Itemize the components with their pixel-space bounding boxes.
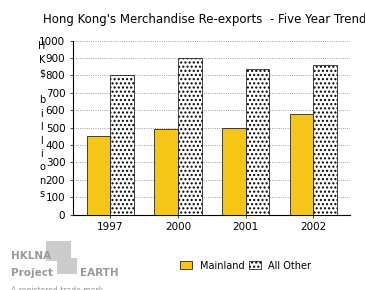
Bar [289, 114, 313, 215]
Bar [87, 136, 110, 215]
Text: i: i [41, 149, 43, 159]
Text: EARTH: EARTH [80, 268, 119, 278]
Text: A registered trade mark: A registered trade mark [11, 286, 103, 290]
Text: n: n [39, 176, 45, 186]
Text: H: H [38, 41, 46, 51]
Text: HKLNA: HKLNA [11, 251, 51, 261]
Bar [313, 65, 337, 215]
Text: b: b [39, 95, 45, 105]
Text: o: o [39, 162, 45, 173]
Text: l: l [41, 122, 43, 132]
Text: $: $ [39, 68, 45, 78]
Text: Project: Project [11, 268, 53, 278]
Legend: Mainland, All Other: Mainland, All Other [180, 261, 311, 271]
Text: l: l [41, 135, 43, 146]
Bar [154, 129, 178, 215]
Text: Hong Kong's Merchandise Re-exports  - Five Year Trend: Hong Kong's Merchandise Re-exports - Fiv… [43, 13, 365, 26]
Bar [222, 128, 246, 215]
Text: s: s [39, 189, 45, 199]
Bar [246, 69, 269, 215]
Text: K: K [39, 55, 45, 65]
Text: i: i [41, 109, 43, 119]
Bar [178, 58, 201, 215]
Bar [110, 75, 134, 215]
